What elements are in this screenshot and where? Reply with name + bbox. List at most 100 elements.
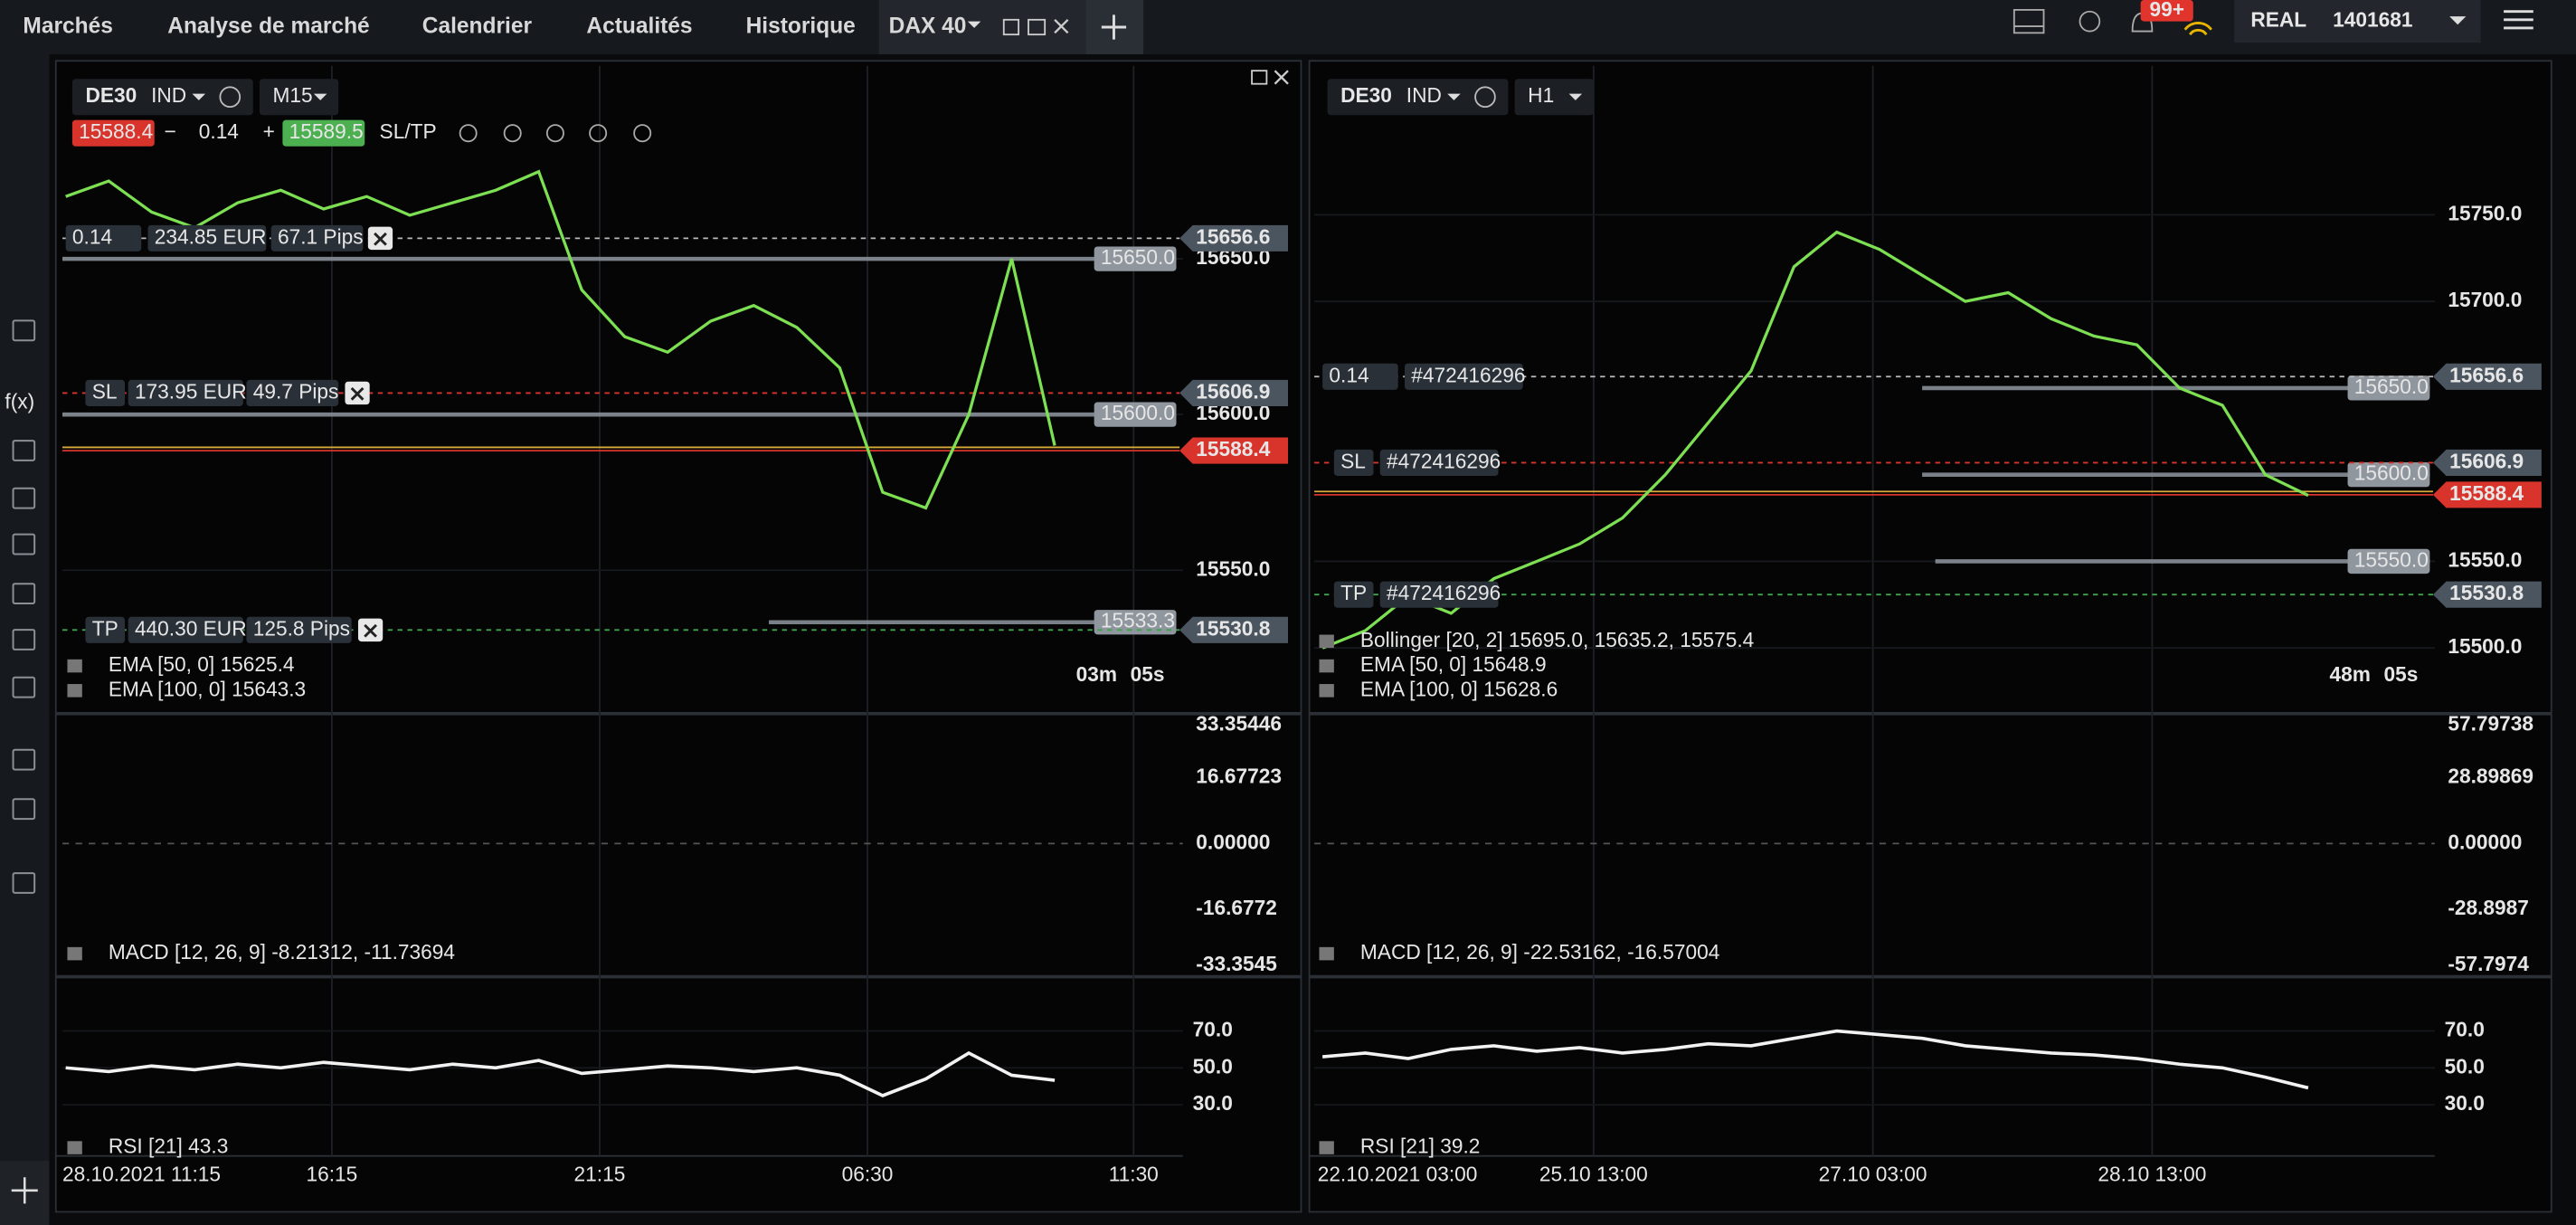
close-chart[interactable] [1274, 70, 1289, 85]
order-level-box[interactable] [2347, 548, 2430, 575]
rsi-axis-label: 50.0 [2445, 1054, 2485, 1078]
bid-price-box[interactable] [71, 119, 155, 147]
active-tab[interactable] [878, 0, 1086, 54]
timer-seconds: 05s [1131, 662, 1165, 686]
layout-icon[interactable] [2012, 8, 2045, 34]
menu-icon[interactable] [2504, 10, 2533, 30]
chart-tool-icon[interactable] [589, 124, 608, 143]
price-axis-label: 15550.0 [2448, 547, 2522, 571]
tool-icon[interactable] [12, 487, 36, 509]
price-tag-label: 15588.4 [1196, 437, 1270, 461]
sl-label-box[interactable] [1333, 449, 1374, 477]
chart-tool-icon[interactable] [545, 124, 564, 143]
maximize-icon[interactable] [1028, 18, 1046, 36]
chart-tool-icon[interactable] [633, 124, 652, 143]
close-order-icon [364, 623, 377, 638]
tool-icon[interactable] [12, 748, 36, 771]
nav-tab: Calendrier [422, 14, 533, 38]
tp-label: TP [92, 616, 118, 640]
tp-label-box[interactable] [85, 616, 126, 643]
price-tag-label: 15656.6 [1196, 224, 1270, 248]
indicator-legend: Bollinger [20, 2] 15695.0, 15635.2, 1557… [1360, 628, 1754, 651]
order-level-box[interactable] [1094, 246, 1177, 271]
maximize-chart[interactable] [1251, 70, 1268, 85]
price-tag-label: 15606.9 [2449, 449, 2524, 472]
position-amount-box[interactable] [147, 224, 267, 252]
tp-pips: 125.8 Pips [253, 616, 350, 640]
chart-tool-icon[interactable] [503, 124, 522, 143]
position-id-box[interactable] [1404, 363, 1523, 390]
tool-icon[interactable] [12, 676, 36, 698]
notification-badge [2140, 0, 2193, 22]
sl-id-box[interactable] [1379, 449, 1499, 477]
nav-tab: Historique [746, 14, 856, 38]
indicator-legend: EMA [100, 0] 15628.6 [1360, 677, 1558, 700]
rsi-axis-label: 30.0 [1193, 1091, 1233, 1115]
tool-icon[interactable] [12, 319, 36, 342]
market-type: IND [151, 83, 186, 107]
price-axis-label: 15750.0 [2448, 201, 2522, 224]
macd-legend: MACD [12, 26, 9] -22.53162, -16.57004 [1360, 940, 1719, 964]
rsi-axis-label: 50.0 [1193, 1054, 1233, 1078]
tp-pips-box[interactable] [246, 616, 352, 643]
order-level-label: 15550.0 [2354, 547, 2429, 571]
price-tag [2432, 449, 2542, 477]
order-level-box[interactable] [1094, 610, 1177, 635]
account-box[interactable] [2234, 0, 2481, 43]
tool-icon[interactable] [12, 872, 36, 894]
tool-icon[interactable] [12, 533, 36, 556]
price-tag-label: 15606.9 [1196, 379, 1270, 403]
close-order-icon [374, 232, 387, 246]
close-icon[interactable] [1054, 18, 1069, 34]
sl-label-box[interactable] [85, 379, 126, 406]
sl-label: SL [1340, 449, 1366, 472]
info-icon[interactable] [219, 86, 242, 109]
chart-tool-icon[interactable] [459, 124, 478, 143]
position-pips-box[interactable] [270, 224, 364, 252]
plus-button[interactable]: + [263, 119, 275, 143]
order-level-label: 15650.0 [2354, 375, 2429, 398]
price-tag [2432, 481, 2542, 508]
timeframe-selector[interactable] [259, 79, 339, 116]
order-level-box[interactable] [1094, 402, 1177, 427]
tp-label-box[interactable] [1333, 581, 1374, 608]
position-volume-box[interactable] [1322, 363, 1398, 390]
symbol-selector[interactable] [71, 79, 253, 116]
macd-axis-label: -57.7974 [2448, 952, 2529, 975]
tp-amount-box[interactable] [128, 616, 243, 643]
legend-icon [67, 659, 82, 673]
time-label: 16:15 [306, 1162, 357, 1185]
tool-icon[interactable] [12, 583, 36, 605]
left-toolbar [0, 53, 50, 1225]
legend-icon [1319, 684, 1334, 698]
sltp-button: SL/TP [380, 119, 437, 143]
price-tag-label: 15656.6 [2449, 363, 2524, 386]
sl-amount-box[interactable] [128, 379, 243, 406]
sl-label: SL [92, 379, 118, 403]
order-level-box[interactable] [2347, 462, 2430, 488]
price-tag-label: 15588.4 [2449, 481, 2524, 505]
price-alert-icon[interactable] [2079, 10, 2101, 33]
time-label: 22.10.2021 03:00 [1318, 1162, 1478, 1185]
rsi-axis-label: 70.0 [2445, 1017, 2485, 1040]
minus-button[interactable]: − [165, 119, 176, 143]
timeframe-selector[interactable] [1514, 79, 1594, 116]
symbol-selector[interactable] [1327, 79, 1509, 116]
account-dropdown[interactable] [2449, 16, 2467, 25]
tool-icon[interactable] [12, 798, 36, 821]
info-icon[interactable] [1474, 86, 1496, 109]
sl-id: #472416296 [1387, 449, 1501, 472]
sl-pips-box[interactable] [246, 379, 339, 406]
tool-icon[interactable] [12, 440, 36, 461]
legend-icon [1319, 659, 1334, 673]
position-volume-box[interactable] [65, 224, 142, 252]
tp-id-box[interactable] [1379, 581, 1499, 608]
popout-icon[interactable] [1002, 18, 1020, 36]
time-label: 06:30 [842, 1162, 894, 1185]
ask-price-box[interactable] [282, 119, 365, 147]
sl-amount: 173.95 EUR [135, 379, 247, 403]
tool-icon[interactable] [12, 629, 36, 650]
price-axis-label: 15500.0 [2448, 634, 2522, 658]
position-volume: 0.14 [1329, 363, 1368, 386]
order-level-box[interactable] [2347, 375, 2430, 401]
